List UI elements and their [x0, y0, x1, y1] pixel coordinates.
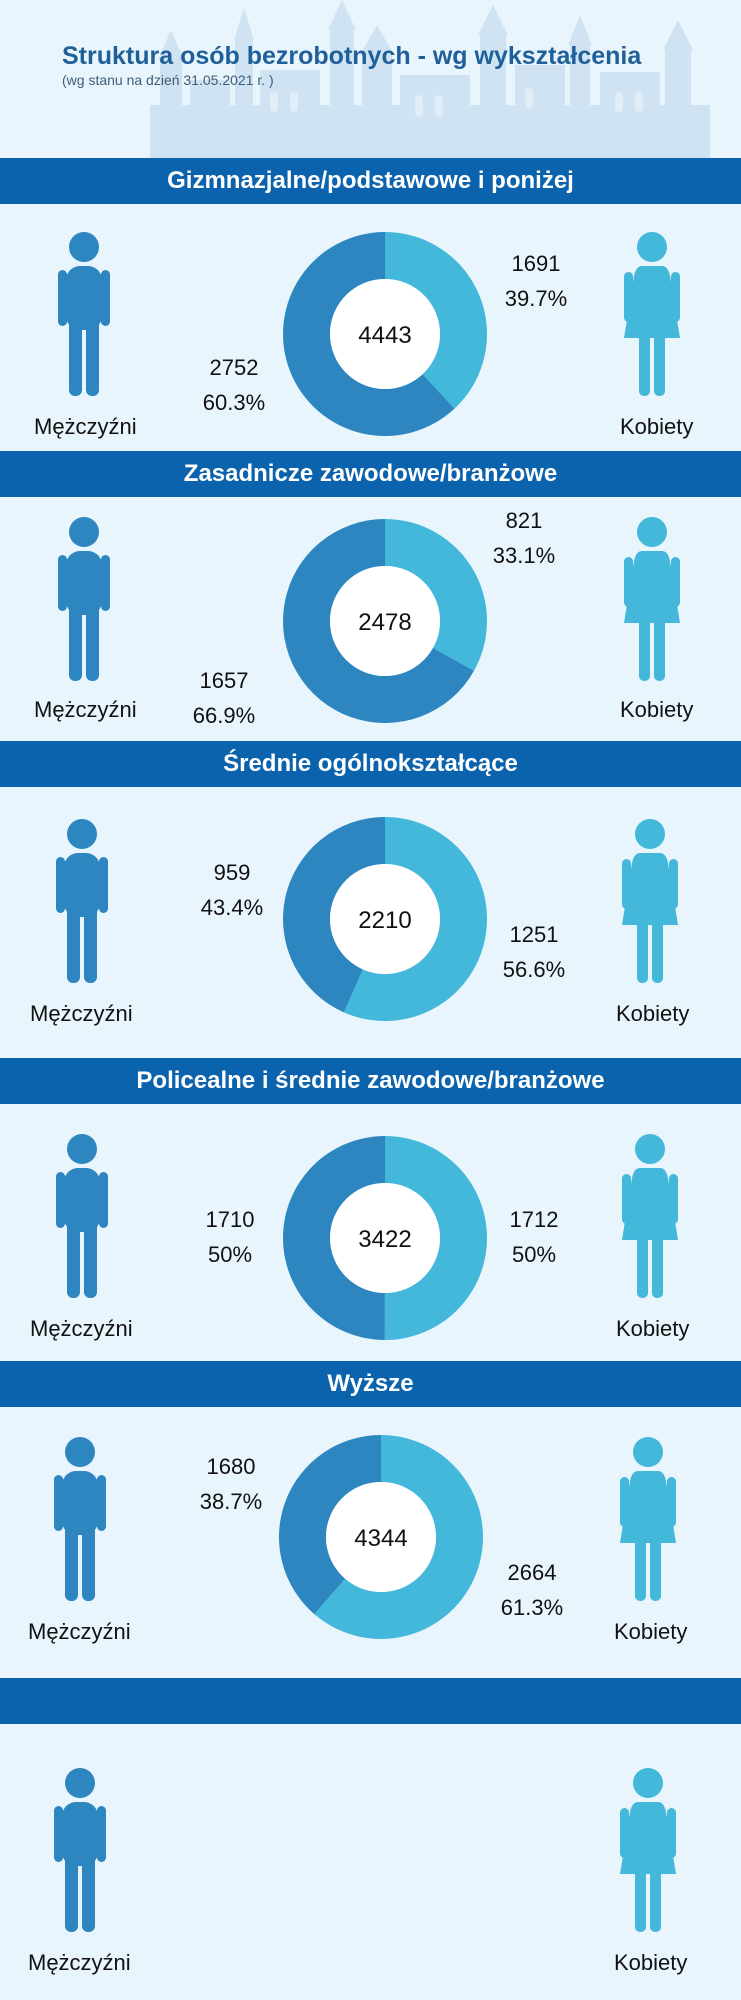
- man-icon: [58, 517, 110, 681]
- donut-chart: 2210: [283, 817, 487, 1021]
- man-icon: [56, 819, 108, 983]
- woman-icon: [622, 819, 678, 983]
- women-percent: 33.1%: [492, 543, 556, 568]
- women-label: Kobiety: [616, 1316, 690, 1341]
- donut-center: [330, 279, 440, 389]
- woman-icon: [624, 232, 680, 396]
- women-count: 1251: [509, 922, 559, 947]
- women-value-label: 1251 56.6%: [494, 917, 574, 987]
- men-label: Mężczyźni: [34, 414, 137, 439]
- page-subtitle: (wg stanu na dzień 31.05.2021 r. ): [62, 72, 274, 88]
- donut-slice-women: [314, 1435, 483, 1639]
- men-count: 1657: [199, 668, 249, 693]
- men-count: 959: [213, 860, 251, 885]
- donut-slice-women: [385, 519, 487, 671]
- section-band: [0, 1678, 741, 1724]
- women-percent: 61.3%: [500, 1595, 564, 1620]
- donut-center: [330, 1183, 440, 1293]
- women-count: 2664: [507, 1560, 557, 1585]
- women-percent: 50%: [511, 1242, 557, 1267]
- chart-section: Mężczyźni 4344 1680 38.7% 2664 61.3% Kob…: [0, 1407, 741, 1677]
- women-label: Kobiety: [620, 414, 694, 439]
- men-label: Mężczyźni: [30, 1316, 133, 1341]
- woman-icon: [620, 1437, 676, 1601]
- header: Struktura osób bezrobotnych - wg wykszta…: [0, 0, 741, 158]
- donut-slice-men: [283, 232, 455, 436]
- donut-chart: 2478: [283, 519, 487, 723]
- section-band: Policealne i średnie zawodowe/branżowe: [0, 1058, 741, 1104]
- men-label: Mężczyźni: [34, 697, 137, 722]
- chart-section: Mężczyźni 3422 1710 50% 1712 50% Kobiety: [0, 1104, 741, 1374]
- men-label: Mężczyźni: [28, 1619, 131, 1644]
- donut-chart: 4344: [279, 1435, 483, 1639]
- donut-slice-women: [385, 232, 487, 409]
- section-band: Zasadnicze zawodowe/branżowe: [0, 451, 741, 497]
- women-value-label: 2664 61.3%: [492, 1555, 572, 1625]
- men-label: Mężczyźni: [28, 1950, 131, 1975]
- page-title: Struktura osób bezrobotnych - wg wykszta…: [62, 42, 642, 70]
- total-value: 4344: [354, 1525, 407, 1552]
- women-value-label: 1712 50%: [494, 1202, 574, 1272]
- man-icon: [54, 1437, 106, 1601]
- donut-chart: 4443: [283, 232, 487, 436]
- city-skyline-illustration: [150, 0, 710, 158]
- section-band: Gizmnazjalne/podstawowe i poniżej: [0, 158, 741, 204]
- men-value-label: 1680 38.7%: [191, 1449, 271, 1519]
- man-icon: [54, 1768, 106, 1932]
- woman-icon: [624, 517, 680, 681]
- donut-slice-men: [283, 519, 474, 723]
- donut-slice-men: [279, 1435, 381, 1615]
- men-value-label: 959 43.4%: [192, 855, 272, 925]
- women-label: Kobiety: [620, 697, 694, 722]
- donut-slice-women: [343, 817, 487, 1021]
- women-count: 1712: [509, 1207, 559, 1232]
- women-percent: 39.7%: [504, 286, 568, 311]
- section-band: Średnie ogólnokształcące: [0, 741, 741, 787]
- chart-section: Mężczyźni 4443 2752 60.3% 1691 39.7% Kob…: [0, 204, 741, 474]
- women-value-label: 821 33.1%: [484, 503, 564, 573]
- donut-center: [326, 1482, 436, 1592]
- donut-center: [330, 566, 440, 676]
- women-label: Kobiety: [614, 1950, 688, 1975]
- total-value: 2478: [358, 609, 411, 636]
- women-count: 821: [505, 508, 543, 533]
- men-value-label: 2752 60.3%: [194, 350, 274, 420]
- donut-center: [330, 864, 440, 974]
- women-percent: 56.6%: [502, 957, 566, 982]
- men-label: Mężczyźni: [30, 1001, 133, 1026]
- men-percent: 38.7%: [199, 1489, 263, 1514]
- section-band: Wyższe: [0, 1361, 741, 1407]
- donut-slice-men: [283, 817, 385, 1013]
- men-count: 2752: [209, 355, 259, 380]
- chart-section: Mężczyźni 2478 1657 66.9% 821 33.1% Kobi…: [0, 497, 741, 767]
- men-count: 1680: [206, 1454, 256, 1479]
- women-value-label: 1691 39.7%: [496, 246, 576, 316]
- total-value: 2210: [358, 907, 411, 934]
- man-icon: [58, 232, 110, 396]
- men-percent: 43.4%: [200, 895, 264, 920]
- men-percent: 60.3%: [202, 390, 266, 415]
- man-icon: [56, 1134, 108, 1298]
- donut-slice-men: [282, 1136, 385, 1340]
- total-value: 4443: [358, 322, 411, 349]
- woman-icon: [620, 1768, 676, 1932]
- men-percent: 66.9%: [192, 703, 256, 728]
- men-value-label: 1710 50%: [190, 1202, 270, 1272]
- donut-slice-women: [384, 1136, 487, 1340]
- donut-chart: 3422: [282, 1136, 487, 1340]
- men-count: 1710: [205, 1207, 255, 1232]
- men-percent: 50%: [207, 1242, 253, 1267]
- women-label: Kobiety: [616, 1001, 690, 1026]
- chart-section: Mężczyźni 2210 959 43.4% 1251 56.6% Kobi…: [0, 787, 741, 1057]
- men-value-label: 1657 66.9%: [184, 663, 264, 733]
- women-count: 1691: [511, 251, 561, 276]
- women-label: Kobiety: [614, 1619, 688, 1644]
- woman-icon: [622, 1134, 678, 1298]
- total-value: 3422: [358, 1226, 411, 1253]
- chart-section: Mężczyźni Kobiety: [0, 1724, 741, 1994]
